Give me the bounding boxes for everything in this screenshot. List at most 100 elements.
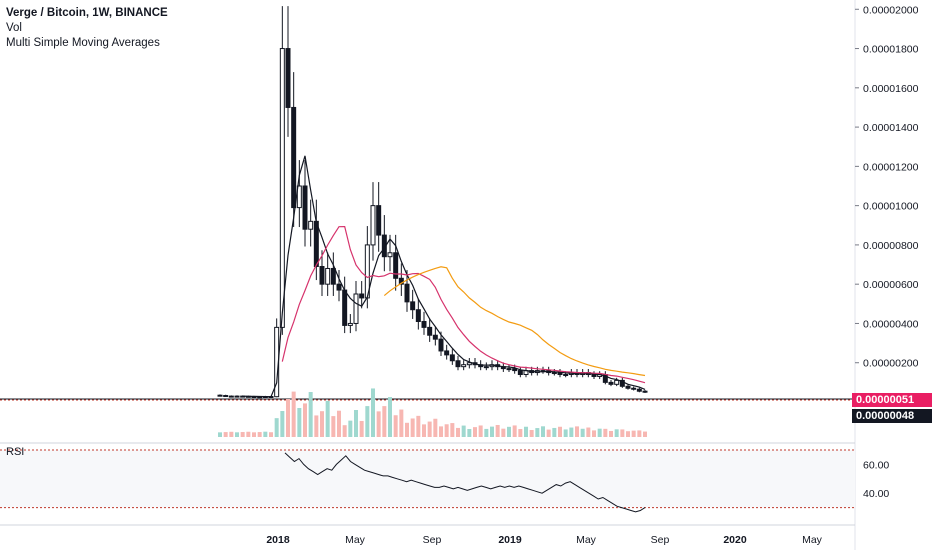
volume-bar (240, 432, 245, 437)
volume-bar (348, 420, 353, 437)
ma-mid-line (281, 225, 646, 384)
rsi-label: RSI (6, 446, 25, 458)
rsi-tick-label: 40.00 (863, 488, 889, 500)
volume-bar (597, 428, 602, 437)
candle-body (336, 283, 342, 291)
legend-vol: Vol (6, 22, 22, 34)
x-tick-label: 2019 (498, 534, 522, 546)
candle-body (506, 368, 512, 371)
y-tick-label: 0.00001800 (863, 44, 919, 56)
volume-bar (331, 416, 336, 437)
volume-bar (558, 426, 562, 437)
volume-bar (592, 430, 596, 437)
candle-body (302, 185, 308, 230)
volume-bar (467, 429, 472, 437)
candle-body (461, 364, 467, 368)
volume-bar (529, 430, 534, 437)
volume-bar (524, 426, 528, 437)
candle-body (591, 374, 597, 377)
x-tick-label: 2020 (723, 534, 747, 546)
volume-bar (337, 410, 341, 437)
volume-bar (291, 391, 296, 437)
volume-bar (286, 399, 290, 437)
candle-body (512, 368, 518, 372)
volume-bar (546, 429, 551, 437)
volume-bar (535, 428, 540, 437)
candle-body (279, 48, 285, 328)
volume-bar (235, 432, 239, 437)
y-tick-label: 0.00001600 (863, 83, 919, 95)
volume-bar (274, 418, 279, 437)
candle-body (376, 205, 382, 236)
candle-body (291, 106, 297, 209)
volume-bar (444, 424, 449, 437)
volume-bar (405, 422, 409, 437)
candle-body (444, 350, 450, 356)
candle-body (353, 293, 359, 324)
volume-bar (359, 420, 364, 437)
candle-body (438, 338, 444, 352)
y-tick-label: 0.00001200 (863, 161, 919, 173)
volume-bar (478, 425, 483, 437)
volume-bar (637, 430, 642, 437)
volume-bar (631, 430, 636, 437)
candle-body (398, 277, 404, 285)
volume-bar (450, 423, 455, 437)
volume-bar (246, 431, 251, 437)
volume-bar (388, 397, 392, 437)
candle-body (483, 366, 489, 369)
y-tick-label: 0.00000800 (863, 240, 919, 252)
candle-body (551, 372, 557, 375)
volume-bar (541, 426, 545, 437)
y-tick-label: 0.00001400 (863, 122, 919, 134)
rsi-band (0, 450, 855, 508)
candle-body (285, 48, 291, 108)
candle-body (228, 395, 234, 398)
volume-bar (580, 428, 585, 437)
volume-bar (376, 411, 381, 437)
rsi-tick-label: 60.00 (863, 459, 889, 471)
volume-bar (263, 431, 268, 437)
volume-bar (280, 411, 285, 437)
volume-bar (461, 425, 466, 437)
candle-body (563, 374, 569, 377)
volume-bar (512, 425, 517, 437)
volume-bar (495, 424, 500, 437)
x-tick-label: Sep (423, 534, 442, 546)
rsi-line (284, 452, 646, 513)
volume-bar (410, 418, 415, 437)
volume-bar (501, 428, 506, 437)
volume-bar (393, 415, 398, 437)
volume-bar (354, 410, 358, 437)
candle-body (466, 362, 472, 366)
volume-bar (399, 409, 404, 437)
candle-body (415, 309, 421, 322)
volume-bar (342, 425, 347, 437)
volume-bar (552, 427, 557, 437)
candle-body (614, 379, 620, 385)
candle-body (427, 326, 433, 336)
candle-body (393, 252, 399, 279)
volume-bar (427, 421, 432, 437)
ma-short-line (242, 155, 646, 398)
volume-bar (218, 432, 222, 437)
candle-body (517, 370, 523, 376)
x-tick-label: May (802, 534, 823, 546)
candle-body (325, 267, 331, 285)
volume-bar (643, 431, 647, 437)
candle-body (619, 379, 625, 387)
volume-bar (626, 431, 630, 437)
volume-bar (473, 427, 477, 437)
volume-bar (507, 426, 511, 437)
volume-bar (382, 406, 387, 437)
volume-bar (314, 415, 319, 437)
volume-bar (563, 429, 568, 437)
volume-bar (422, 424, 426, 437)
y-tick-label: 0.00001000 (863, 201, 919, 213)
candle-body (223, 395, 229, 398)
candle-body (308, 220, 314, 230)
candle-body (313, 220, 319, 268)
volume-bar (297, 408, 302, 437)
volume-bar (257, 432, 262, 437)
